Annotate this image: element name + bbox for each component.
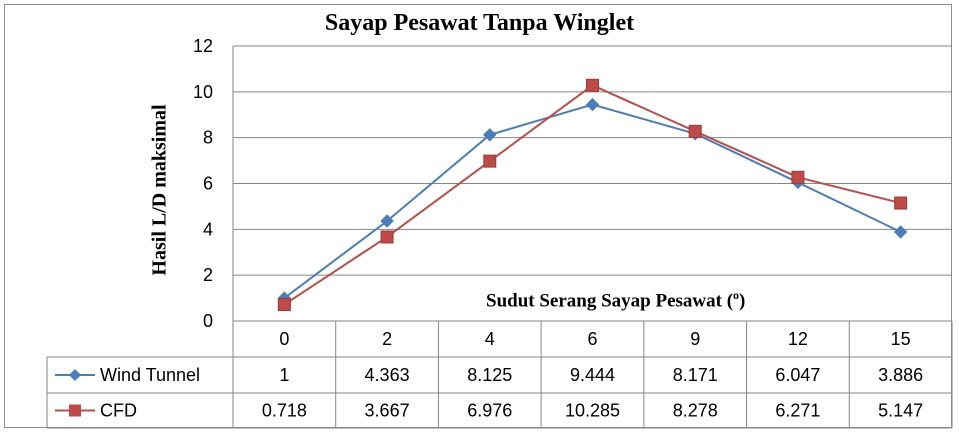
x-axis-label-degree: o xyxy=(733,288,740,302)
data-point-wind-tunnel-6 xyxy=(585,97,600,112)
y-tick-label-12: 12 xyxy=(193,36,213,56)
table-value-wind-tunnel-2: 4.363 xyxy=(365,365,410,385)
table-value-wind-tunnel-12: 6.047 xyxy=(775,365,820,385)
table-value-cfd-2: 3.667 xyxy=(365,401,410,421)
table-value-wind-tunnel-9: 8.171 xyxy=(673,365,718,385)
x-category-label-12: 12 xyxy=(788,329,808,349)
x-axis-label-text: Sudut Serang Sayap Pesawat ( xyxy=(486,290,734,312)
x-category-label-0: 0 xyxy=(279,329,289,349)
y-tick-label-0: 0 xyxy=(203,311,213,331)
table-value-cfd-0: 0.718 xyxy=(262,401,307,421)
y-tick-label-2: 2 xyxy=(203,265,213,285)
data-point-cfd-6 xyxy=(586,78,599,92)
y-tick-label-4: 4 xyxy=(203,219,213,239)
data-point-wind-tunnel-15 xyxy=(893,225,908,239)
x-category-label-15: 15 xyxy=(891,329,911,349)
data-point-cfd-9 xyxy=(688,124,702,138)
data-point-cfd-2 xyxy=(380,230,394,244)
legend-label-cfd: CFD xyxy=(100,401,137,421)
table-value-wind-tunnel-4: 8.125 xyxy=(467,365,512,385)
table-value-cfd-9: 8.278 xyxy=(673,401,718,421)
x-category-label-6: 6 xyxy=(587,329,597,349)
series-line-cfd xyxy=(283,84,901,306)
x-axis-label: Sudut Serang Sayap Pesawat (o) xyxy=(486,288,745,312)
data-point-cfd-15 xyxy=(894,196,908,210)
table-value-wind-tunnel-6: 9.444 xyxy=(570,365,615,385)
table-value-cfd-4: 6.976 xyxy=(467,401,512,421)
chart-title: Sayap Pesawat Tanpa Winglet xyxy=(324,10,635,36)
y-tick-label-8: 8 xyxy=(203,128,213,148)
data-point-wind-tunnel-4 xyxy=(483,128,497,142)
table-value-cfd-15: 5.147 xyxy=(878,401,923,421)
data-point-cfd-0 xyxy=(277,298,291,312)
series-line-wind-tunnel xyxy=(283,103,902,299)
data-point-cfd-12 xyxy=(791,170,805,184)
table-value-wind-tunnel-15: 3.886 xyxy=(878,365,923,385)
legend-label-wind-tunnel: Wind Tunnel xyxy=(100,365,200,385)
x-category-label-4: 4 xyxy=(485,329,495,349)
x-axis-label-suffix: ) xyxy=(739,290,746,312)
legend-key-marker-cfd xyxy=(69,404,81,417)
y-tick-label-10: 10 xyxy=(193,82,213,102)
table-value-wind-tunnel-0: 1 xyxy=(279,365,289,385)
table-value-cfd-12: 6.271 xyxy=(775,401,820,421)
data-point-cfd-4 xyxy=(483,154,497,168)
legend-key-marker-wind-tunnel xyxy=(69,369,81,381)
x-category-label-2: 2 xyxy=(382,329,392,349)
y-tick-label-6: 6 xyxy=(203,174,213,194)
table-value-cfd-6: 10.285 xyxy=(565,401,620,421)
x-category-label-9: 9 xyxy=(690,329,700,349)
data-point-wind-tunnel-2 xyxy=(380,214,394,228)
